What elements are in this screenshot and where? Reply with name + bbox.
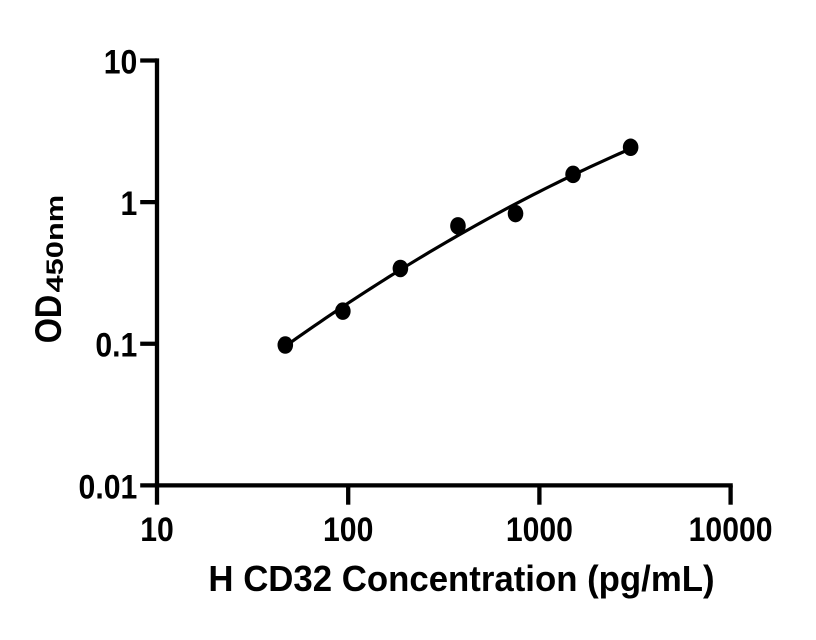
- y-axis-title-subscript: 450nm: [41, 195, 68, 293]
- x-tick-label-10000: 10000: [689, 510, 773, 548]
- x-axis-title: H CD32 Concentration (pg/mL): [208, 558, 714, 599]
- y-tick-label-0.1: 0.1: [95, 326, 137, 364]
- data-point-5: [565, 165, 581, 184]
- y-tick-label-1: 1: [121, 184, 138, 222]
- data-point-2: [392, 259, 409, 278]
- x-tick-label-10: 10: [140, 510, 174, 548]
- data-point-6: [622, 138, 639, 157]
- data-point-0: [277, 336, 294, 354]
- y-axis-title: OD: [29, 295, 69, 344]
- x-tick-label-1000: 1000: [506, 510, 573, 548]
- x-tick-label-100: 100: [323, 510, 373, 548]
- data-point-3: [450, 217, 466, 235]
- y-tick-label-0.01: 0.01: [79, 467, 138, 505]
- data-point-1: [335, 302, 351, 320]
- data-point-4: [507, 204, 524, 223]
- y-tick-label-10: 10: [104, 43, 138, 81]
